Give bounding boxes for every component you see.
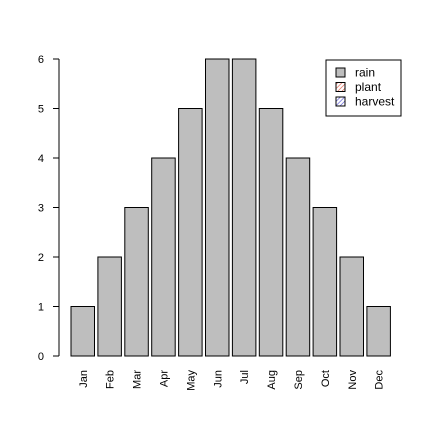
x-axis-labels: Jan Feb Mar Apr May Jun Jul Aug Sep Oct Nov Dec: [78, 370, 386, 391]
bar-jun: [205, 58, 230, 357]
legend-swatch-harvest: [335, 96, 346, 107]
x-tick-label: Jul: [239, 370, 251, 384]
legend-swatch-rain: [335, 67, 346, 78]
bar-aug: [258, 108, 284, 357]
x-tick-label: Nov: [347, 370, 359, 390]
x-tick-label: Sep: [293, 370, 305, 390]
x-tick-label: Apr: [158, 370, 170, 387]
y-tick-label: 5: [38, 104, 44, 116]
x-tick-label: Mar: [132, 370, 144, 389]
bar-feb: [97, 256, 122, 357]
y-tick-label: 4: [38, 153, 44, 165]
x-tick-label: May: [185, 370, 197, 391]
bar-apr: [151, 157, 176, 357]
y-tick-label: 1: [38, 302, 44, 314]
bar-oct: [312, 207, 338, 357]
y-tick-label: 3: [38, 203, 44, 215]
y-tick-label: 0: [38, 351, 44, 363]
legend-swatch-plant: [335, 82, 346, 92]
y-tick-label: 2: [38, 252, 44, 264]
legend-label-plant: plant: [355, 80, 382, 94]
bar-nov: [339, 256, 364, 357]
x-tick-label: Jan: [78, 370, 90, 388]
x-tick-label: Oct: [320, 370, 332, 387]
y-tick-label: 6: [38, 54, 44, 66]
y-axis: 0 1 2 3 4 5 6: [38, 54, 60, 363]
bar-sep: [285, 157, 311, 357]
legend-label-rain: rain: [355, 66, 375, 80]
x-tick-label: Dec: [374, 370, 386, 390]
bar-may: [178, 108, 203, 357]
bar-jan: [70, 306, 95, 357]
x-tick-label: Aug: [266, 370, 278, 390]
legend-label-harvest: harvest: [355, 95, 395, 109]
x-tick-label: Feb: [105, 370, 117, 389]
bar-dec: [366, 306, 391, 357]
bar-mar: [124, 207, 149, 357]
bars: [70, 58, 391, 357]
x-tick-label: Jun: [212, 370, 224, 388]
bar-jul: [231, 58, 257, 357]
